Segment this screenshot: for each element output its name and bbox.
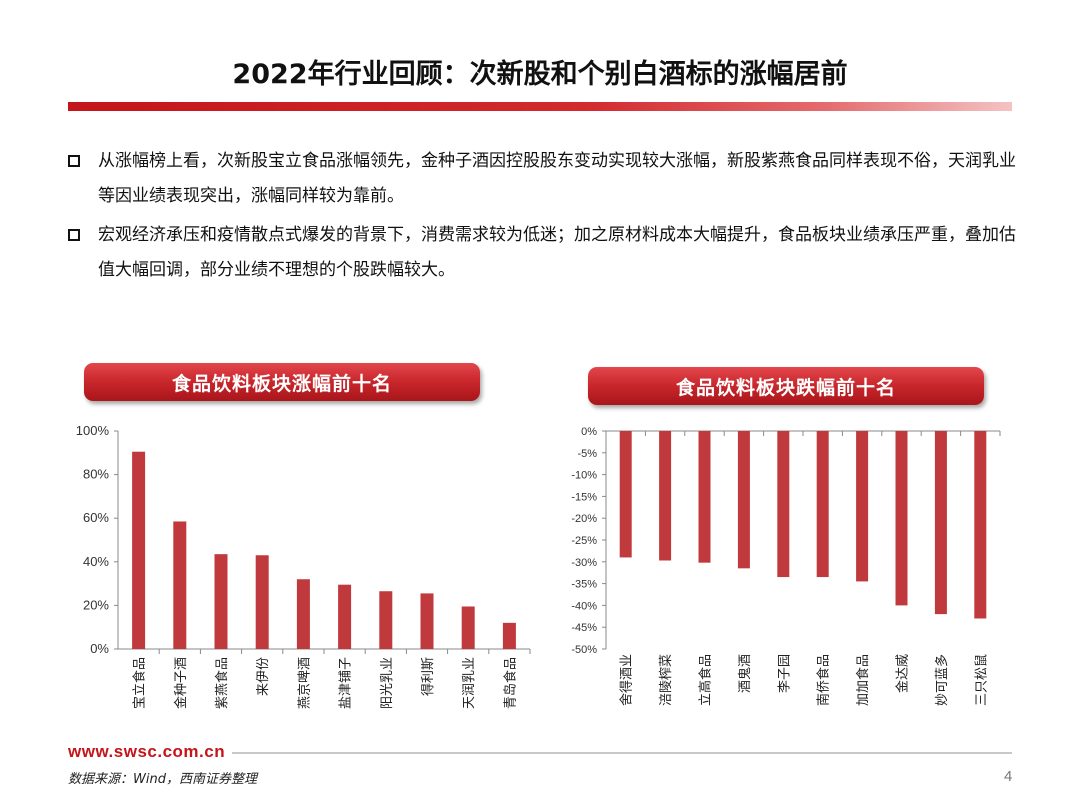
losers-category-label: 酒鬼酒 [737, 654, 753, 693]
gainers-bar [173, 521, 187, 649]
gainers-bar [255, 555, 269, 649]
gainers-y-tick-label: 80% [83, 467, 109, 482]
losers-bar [974, 431, 987, 619]
losers-bar [816, 431, 829, 578]
losers-bar [659, 431, 672, 561]
losers-category-label: 立高食品 [698, 654, 714, 706]
gainers-bar [379, 591, 393, 649]
gainers-bar [296, 579, 310, 649]
losers-y-tick-label: -45% [571, 622, 597, 634]
gainers-chart-title: 食品饮料板块涨幅前十名 [84, 363, 480, 401]
losers-bar [777, 431, 790, 578]
losers-bar [619, 431, 632, 558]
gainers-bar [214, 554, 228, 649]
gainers-bar [338, 584, 352, 649]
losers-category-label: 妙可蓝多 [934, 654, 950, 706]
losers-category-label: 李子园 [777, 654, 792, 693]
losers-y-tick-label: -40% [571, 600, 597, 612]
losers-category-label: 三只松鼠 [974, 654, 989, 706]
losers-y-tick-label: 0% [581, 426, 597, 438]
gainers-bar [132, 451, 146, 649]
gainers-category-label: 阳光乳业 [380, 657, 395, 709]
gainers-category-label: 紫燕食品 [214, 657, 230, 709]
losers-category-label: 加加食品 [855, 654, 871, 706]
footer-url: www.swsc.com.cn [68, 742, 226, 761]
losers-bar [895, 431, 908, 606]
losers-bar [934, 431, 947, 615]
losers-bar [737, 431, 750, 569]
page-number: 4 [1004, 768, 1013, 785]
bullet-item: 宏观经济承压和疫情散点式爆发的背景下，消费需求较为低迷；加之原材料成本大幅提升，… [66, 218, 1026, 288]
gainers-category-label: 来伊份 [256, 657, 271, 696]
losers-category-label: 涪陵榨菜 [658, 654, 674, 706]
page-title: 2022年行业回顾：次新股和个别白酒标的涨幅居前 [232, 59, 848, 90]
gainers-bar [420, 593, 434, 649]
gainers-y-tick-label: 60% [83, 510, 109, 525]
losers-y-tick-label: -5% [577, 448, 597, 460]
losers-y-tick-label: -25% [571, 535, 597, 547]
gainers-category-label: 宝立食品 [132, 657, 148, 709]
source-note: 数据来源：Wind，西南证券整理 [68, 772, 257, 787]
square-bullet-icon [68, 229, 80, 241]
gainers-category-label: 燕京啤酒 [297, 657, 312, 709]
gainers-category-label: 盐津铺子 [339, 657, 354, 709]
gainers-category-label: 青岛食品 [502, 657, 518, 709]
losers-y-tick-label: -10% [571, 470, 597, 482]
gainers-y-tick-label: 100% [76, 423, 110, 438]
losers-bar [698, 431, 711, 563]
bullet-text: 宏观经济承压和疫情散点式爆发的背景下，消费需求较为低迷；加之原材料成本大幅提升，… [98, 225, 1016, 280]
losers-category-label: 舍得酒业 [619, 654, 635, 706]
losers-bar [856, 431, 869, 582]
gainers-y-tick-label: 0% [90, 641, 109, 656]
footer-rule [232, 752, 1012, 754]
gainers-category-label: 天润乳业 [462, 657, 477, 709]
gainers-category-label: 得利斯 [420, 657, 436, 696]
gainers-bar [461, 606, 475, 649]
losers-category-label: 金达威 [895, 654, 911, 693]
bullet-text: 从涨幅榜上看，次新股宝立食品涨幅领先，金种子酒因控股股东变动实现较大涨幅，新股紫… [98, 151, 1016, 206]
losers-y-tick-label: -50% [571, 644, 597, 656]
square-bullet-icon [68, 155, 80, 167]
gainers-bar [502, 622, 516, 649]
losers-y-tick-label: -20% [571, 513, 597, 525]
losers-y-tick-label: -15% [571, 491, 597, 503]
title-rule [68, 102, 1012, 111]
bullet-item: 从涨幅榜上看，次新股宝立食品涨幅领先，金种子酒因控股股东变动实现较大涨幅，新股紫… [66, 144, 1026, 214]
losers-chart-title: 食品饮料板块跌幅前十名 [588, 367, 984, 405]
losers-category-label: 南侨食品 [816, 654, 832, 706]
gainers-category-label: 金种子酒 [173, 657, 189, 709]
losers-y-tick-label: -35% [571, 579, 597, 591]
losers-y-tick-label: -30% [571, 557, 597, 569]
bullet-list: 从涨幅榜上看，次新股宝立食品涨幅领先，金种子酒因控股股东变动实现较大涨幅，新股紫… [66, 144, 1026, 292]
gainers-y-tick-label: 20% [83, 597, 109, 612]
gainers-y-tick-label: 40% [83, 554, 109, 569]
